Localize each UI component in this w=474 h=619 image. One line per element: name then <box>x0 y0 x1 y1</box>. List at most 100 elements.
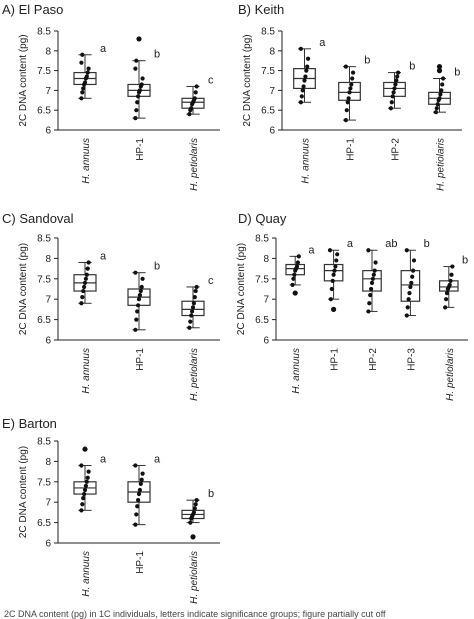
data-point <box>79 96 84 101</box>
data-point <box>82 80 88 85</box>
box-group: b HP-3 <box>400 238 430 371</box>
data-point <box>190 309 195 314</box>
data-point <box>86 469 91 474</box>
data-point <box>84 74 89 79</box>
data-point <box>433 110 438 115</box>
data-point <box>295 260 300 265</box>
y-tick-label: 8 <box>45 254 51 265</box>
box-group: a H. annuus <box>293 37 326 184</box>
data-point <box>187 325 192 330</box>
data-point <box>79 60 84 65</box>
data-point <box>81 288 86 294</box>
outlier-point <box>82 446 88 452</box>
data-point <box>331 272 336 277</box>
data-point <box>291 276 296 281</box>
y-axis-label: 2C DNA content (pg) <box>236 243 247 335</box>
data-point <box>327 248 333 253</box>
box-group: ab HP-2 <box>362 238 397 371</box>
data-point <box>334 258 339 263</box>
chart-panel: E) Barton 2C DNA content (pg) 6 6.5 7 7.5 8 8.5… <box>2 416 220 604</box>
data-point <box>79 301 84 306</box>
data-point <box>437 96 442 101</box>
significance-letter: b <box>154 261 160 273</box>
data-point <box>305 64 310 69</box>
data-point <box>192 506 197 511</box>
significance-letter: a <box>308 244 315 256</box>
chart-panel: C) Sandoval 2C DNA content (pg) 6 6.5 7 7.5 8 8… <box>2 211 220 401</box>
data-point <box>434 106 439 111</box>
significance-letter: b <box>462 255 468 267</box>
data-point <box>388 106 393 111</box>
data-point <box>82 280 88 285</box>
data-point <box>135 309 140 314</box>
data-point <box>332 268 337 273</box>
data-point <box>139 284 144 290</box>
y-tick-label: 7.5 <box>37 274 51 285</box>
data-point <box>139 82 144 87</box>
data-point <box>135 504 140 509</box>
y-tick-label: 8 <box>45 457 51 468</box>
data-point <box>369 286 374 292</box>
x-tick-label: H. annuus <box>81 551 92 597</box>
figure-caption: 2C DNA content (pg) in 1C individuals, l… <box>4 609 386 619</box>
data-point <box>392 86 397 91</box>
data-point <box>80 295 85 300</box>
y-tick-label: 6 <box>45 336 51 347</box>
y-tick-label: 7.5 <box>37 477 51 488</box>
data-point <box>135 100 140 105</box>
panel-title: D) Quay <box>238 211 287 226</box>
data-point <box>140 76 145 81</box>
data-point <box>86 66 91 71</box>
significance-letter: a <box>154 453 161 465</box>
data-point <box>368 293 373 298</box>
data-point <box>85 475 90 480</box>
x-tick-label: HP-1 <box>346 138 357 161</box>
y-tick-label: 6 <box>45 539 51 550</box>
x-tick-label: H. petiolaris <box>189 348 200 401</box>
chart-panel: A) El Paso 2C DNA content (pg) 6 6.5 7 7.5 8 8.… <box>2 2 220 191</box>
data-point <box>189 313 194 318</box>
data-point <box>301 84 306 89</box>
y-tick-label: 8.5 <box>261 27 275 38</box>
x-tick-label: H. petiolaris <box>445 348 456 401</box>
data-point <box>348 86 353 91</box>
data-point <box>448 278 453 283</box>
data-point <box>345 100 350 105</box>
data-point <box>136 491 142 497</box>
data-point <box>83 483 88 488</box>
data-point <box>441 76 446 81</box>
data-point <box>192 96 197 101</box>
data-point <box>140 471 145 476</box>
data-point <box>298 100 303 105</box>
data-point <box>373 260 378 265</box>
data-point <box>328 297 333 302</box>
data-point <box>134 108 139 113</box>
data-point <box>439 88 444 93</box>
data-point <box>444 297 449 302</box>
y-tick-label: 7 <box>269 86 275 97</box>
data-point <box>193 502 198 507</box>
data-point <box>369 280 375 285</box>
data-point <box>303 74 308 79</box>
box-group: b HP-1 <box>338 55 370 161</box>
data-point <box>370 276 375 281</box>
data-point <box>79 508 84 513</box>
x-tick-label: H. annuus <box>291 348 302 394</box>
data-point <box>136 297 142 302</box>
y-axis-label: 2C DNA content (pg) <box>242 34 253 126</box>
outlier-point <box>292 290 298 296</box>
chart-panel: B) Keith 2C DNA content (pg) 6 6.5 7 7.5 8 8.5 a… <box>238 2 462 191</box>
y-tick-label: 7.5 <box>37 66 51 77</box>
significance-letter: b <box>208 488 214 500</box>
data-point <box>82 491 87 497</box>
y-tick-label: 6 <box>269 126 275 137</box>
panel-title: C) Sandoval <box>2 211 74 226</box>
data-point <box>390 94 395 99</box>
data-point <box>350 76 355 81</box>
data-point <box>194 84 199 89</box>
data-point <box>137 88 142 93</box>
data-point <box>136 94 141 99</box>
y-axis-label: 2C DNA content (pg) <box>18 243 29 335</box>
outlier-point <box>190 534 196 540</box>
